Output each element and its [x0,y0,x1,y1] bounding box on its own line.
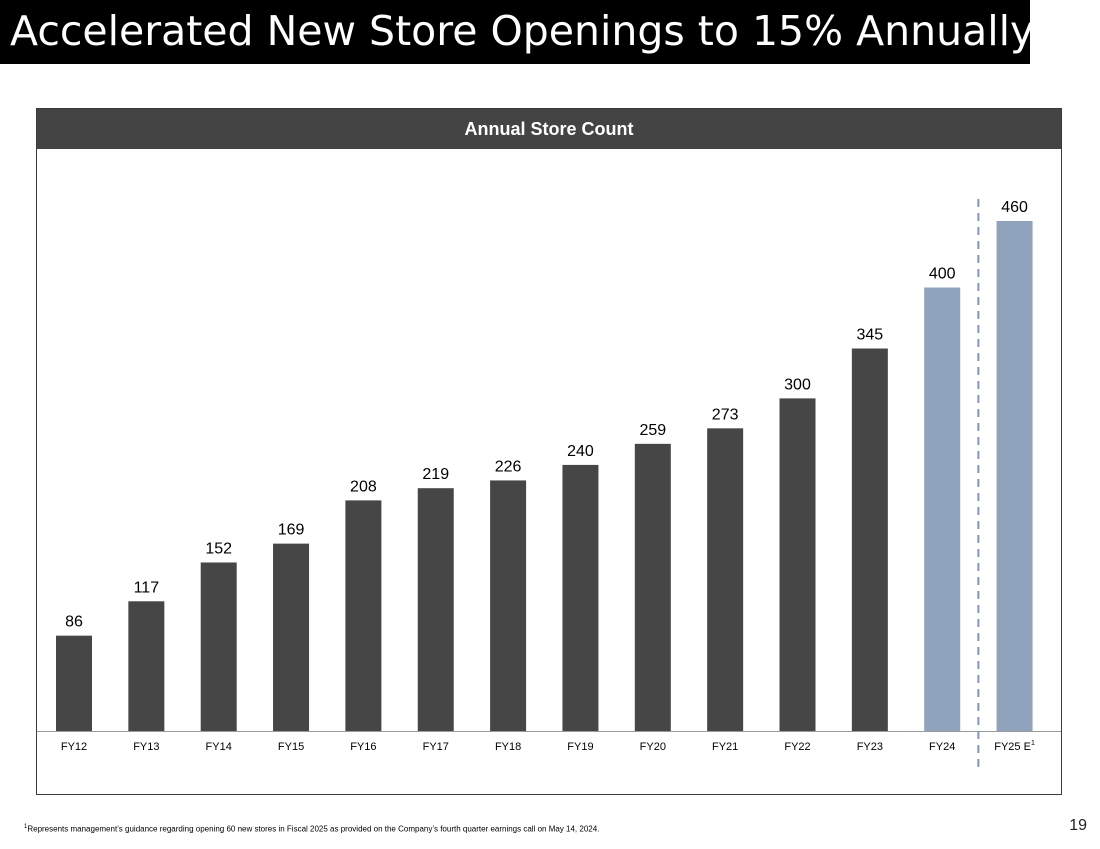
bar [56,635,92,731]
bar [273,543,310,731]
data-label: 300 [784,376,811,393]
data-label: 345 [856,327,883,344]
bar [490,480,527,731]
x-tick-superscript: 1 [1031,740,1035,747]
footnote: 1Represents management’s guidance regard… [24,824,599,834]
bar [562,464,599,731]
x-tick-label: FY15 [278,741,304,753]
x-tick-label: FY21 [712,741,738,753]
data-label: 169 [278,522,305,539]
bar [345,500,382,731]
data-label: 400 [929,266,956,283]
data-label: 226 [495,458,522,475]
data-label: 219 [422,466,449,483]
x-tick-label: FY25 E1 [994,740,1035,753]
bar [200,562,237,731]
title-bar: Accelerated New Store Openings to 15% An… [0,0,1034,64]
x-tick-label: FY19 [567,741,593,753]
bar [851,348,888,731]
x-tick-label: FY13 [133,741,159,753]
page-number: 19 [1069,817,1087,834]
data-label: 273 [712,406,739,423]
bar [924,287,961,731]
slide-title: Accelerated New Store Openings to 15% An… [10,7,1035,55]
x-tick-label: FY18 [495,741,521,753]
chart-title: Annual Store Count [37,109,1061,149]
bar [417,488,454,731]
x-tick-label: FY14 [206,741,232,753]
bar [634,443,671,731]
data-label: 460 [1001,199,1028,216]
x-tick-label: FY16 [350,741,376,753]
x-tick-label: FY20 [640,741,666,753]
data-label: 240 [567,443,594,460]
x-tick-label: FY24 [929,741,955,753]
data-label: 259 [639,422,666,439]
x-tick-label: FY17 [423,741,449,753]
chart-frame: 86 FY12 117 FY13 152 FY14 169 FY15 208 FY16 219 FY1… [36,108,1062,795]
data-label: 152 [205,540,232,557]
x-tick-label: FY23 [857,741,883,753]
footnote-marker: 1 [24,824,28,830]
footnote-text: Represents management’s guidance regardi… [27,824,600,834]
bar [128,601,165,731]
x-tick-label: FY22 [784,741,810,753]
data-label: 208 [350,478,377,495]
bar [779,398,816,731]
data-label: 86 [65,614,83,631]
bar-chart: 86 FY12 117 FY13 152 FY14 169 FY15 208 FY16 219 FY1… [37,199,1061,767]
bar [996,221,1033,731]
data-label: 117 [134,579,160,596]
x-tick-label: FY12 [61,741,87,753]
bar [707,428,744,731]
